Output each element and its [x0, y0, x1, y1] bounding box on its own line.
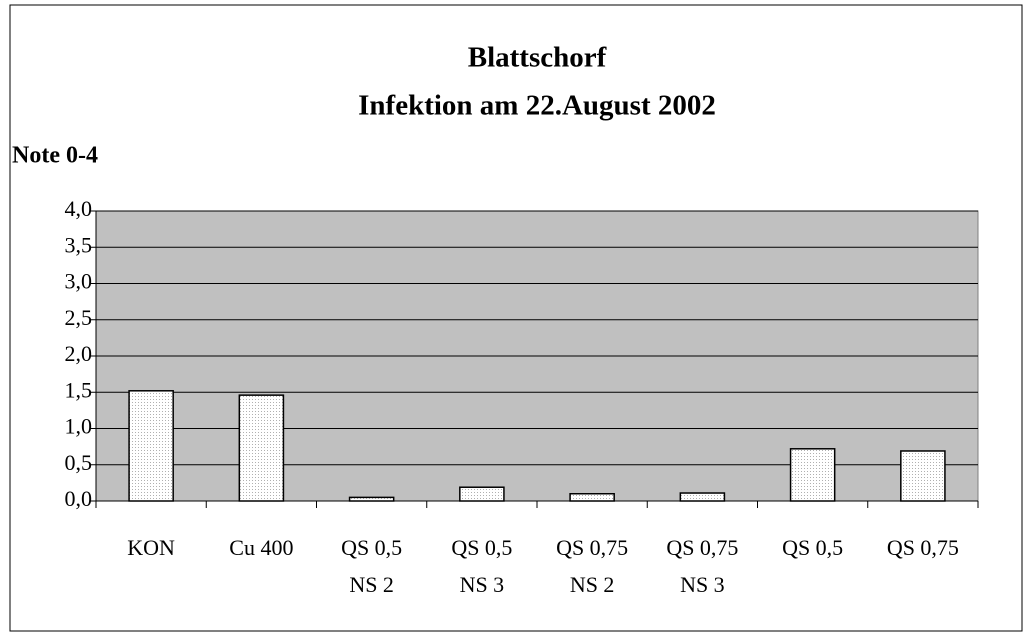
bar — [238, 394, 285, 502]
x-tick-label: QS 0,75 — [556, 535, 628, 560]
x-tick-label: KON — [127, 535, 175, 560]
x-tick-label: Cu 400 — [229, 535, 293, 560]
y-tick-label: 0,5 — [65, 450, 93, 475]
y-tick-label: 2,5 — [65, 305, 93, 330]
x-tick-label: NS 3 — [460, 572, 505, 597]
y-tick-label: 4,0 — [65, 196, 93, 221]
y-tick-label: 1,5 — [65, 377, 93, 402]
x-tick-label: NS 3 — [680, 572, 725, 597]
y-axis-label: Note 0-4 — [12, 143, 98, 169]
x-tick-label: NS 2 — [570, 572, 615, 597]
y-tick-label: 3,5 — [65, 232, 93, 257]
x-tick-label: QS 0,5 — [782, 535, 843, 560]
y-tick-label: 3,0 — [65, 269, 93, 294]
chart-subtitle: Infektion am 22.August 2002 — [358, 90, 716, 122]
x-tick-label: NS 2 — [349, 572, 394, 597]
bar — [459, 486, 505, 502]
y-tick-label: 2,0 — [65, 341, 93, 366]
x-tick-label: QS 0,5 — [341, 535, 402, 560]
bar — [679, 492, 726, 502]
y-tick-label: 1,0 — [65, 414, 93, 439]
bar — [789, 448, 836, 502]
x-tick-label: QS 0,75 — [887, 535, 959, 560]
bar — [569, 493, 615, 502]
bar — [128, 390, 174, 502]
bar — [348, 496, 395, 502]
x-tick-label: QS 0,75 — [666, 535, 738, 560]
bar — [900, 450, 946, 502]
y-tick-label: 0,0 — [65, 486, 93, 511]
chart-title: Blattschorf — [468, 42, 607, 74]
x-tick-label: QS 0,5 — [451, 535, 512, 560]
